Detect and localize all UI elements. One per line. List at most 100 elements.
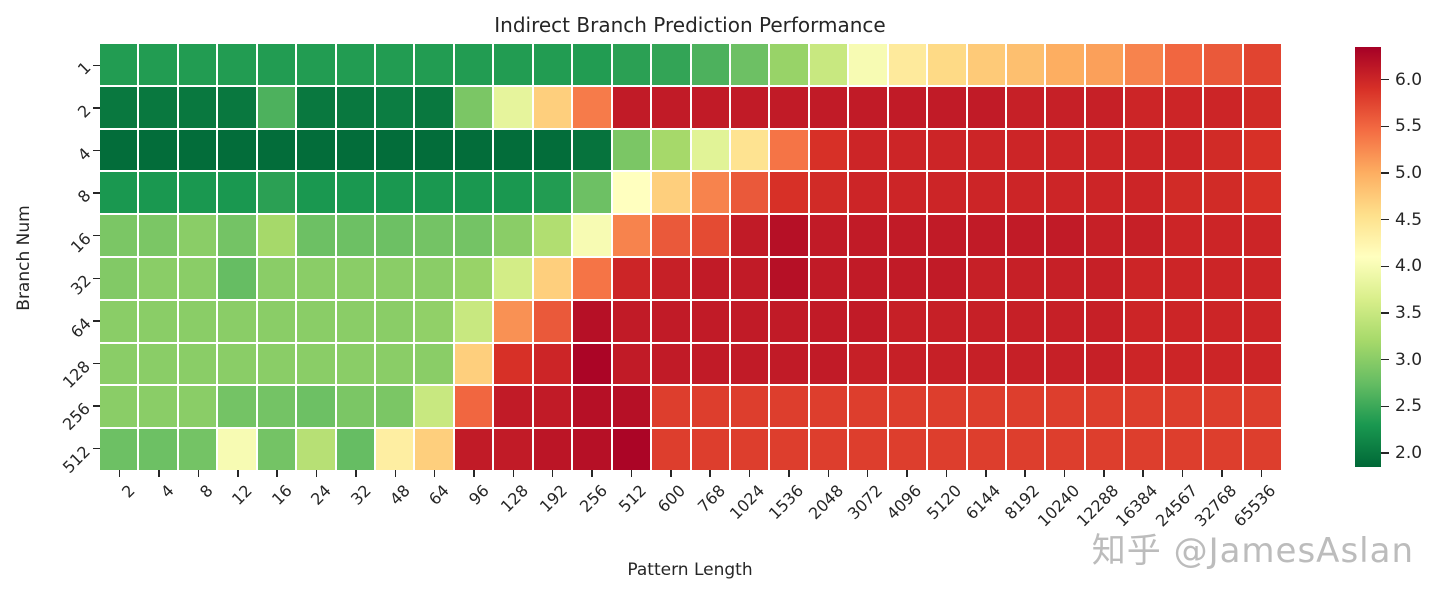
heatmap-cell — [218, 343, 256, 385]
heatmap-cell — [1243, 257, 1281, 299]
heatmap-cell — [454, 429, 493, 470]
x-tick-mark — [1260, 470, 1263, 477]
heatmap-cell — [1046, 343, 1084, 385]
heatmap-cell — [967, 257, 1005, 299]
heatmap-cell — [770, 172, 808, 214]
heatmap-cell — [1006, 300, 1045, 342]
heatmap-cell — [612, 257, 651, 299]
heatmap-cell — [809, 300, 848, 342]
heatmap-cell — [257, 429, 296, 470]
heatmap-cell — [297, 343, 335, 385]
heatmap-cell — [691, 86, 729, 128]
heatmap-cell — [1243, 129, 1281, 171]
heatmap-cell — [1085, 215, 1124, 256]
heatmap-cell — [573, 215, 611, 256]
heatmap-cell — [376, 215, 414, 256]
x-tick-label: 6144 — [961, 481, 1005, 524]
heatmap-cell — [100, 44, 138, 85]
heatmap-cell — [1006, 172, 1045, 214]
heatmap-cell — [100, 129, 138, 171]
y-tick-label: 32 — [66, 271, 95, 300]
colorbar-tick-mark — [1381, 78, 1389, 81]
x-tick-mark — [945, 470, 948, 477]
x-tick-mark — [670, 470, 672, 477]
heatmap-cell — [297, 257, 335, 299]
heatmap-cell — [691, 343, 729, 385]
heatmap-cell — [1006, 44, 1045, 85]
y-tick-mark — [93, 192, 100, 194]
heatmap-cell — [297, 386, 335, 428]
heatmap-cell — [849, 172, 887, 214]
y-tick-label: 8 — [73, 186, 95, 207]
heatmap-cell — [652, 172, 690, 214]
colorbar-tick-mark — [1381, 358, 1389, 361]
heatmap-cell — [573, 300, 611, 342]
heatmap-cell — [415, 343, 453, 385]
heatmap-cell — [415, 86, 453, 128]
heatmap-cell — [928, 300, 966, 342]
colorbar-tick-label: 4.5 — [1395, 209, 1423, 230]
heatmap-cell — [888, 300, 927, 342]
heatmap-cell — [691, 386, 729, 428]
heatmap-cell — [652, 343, 690, 385]
heatmap-cell — [218, 386, 256, 428]
heatmap-cell — [1125, 429, 1163, 470]
heatmap-cell — [770, 429, 808, 470]
heatmap-cell — [139, 386, 177, 428]
heatmap-cell — [652, 129, 690, 171]
x-tick-mark — [473, 470, 475, 477]
heatmap-cell — [139, 44, 177, 85]
heatmap-cell — [1125, 300, 1163, 342]
heatmap-cell — [888, 257, 927, 299]
heatmap-cell — [494, 215, 532, 256]
y-axis-title: Branch Num — [14, 205, 34, 311]
heatmap-cell — [257, 300, 296, 342]
heatmap-cell — [1204, 44, 1242, 85]
heatmap-cell — [612, 172, 651, 214]
heatmap-cell — [1046, 257, 1084, 299]
heatmap-cell — [849, 300, 887, 342]
heatmap-cell — [928, 86, 966, 128]
x-tick-label: 32 — [346, 481, 375, 509]
heatmap-cell — [809, 129, 848, 171]
heatmap-cell — [573, 343, 611, 385]
heatmap-cell — [494, 429, 532, 470]
heatmap-cell — [730, 429, 769, 470]
heatmap-cell — [376, 86, 414, 128]
heatmap-cell — [533, 386, 572, 428]
heatmap-cell — [376, 44, 414, 85]
heatmap-cell — [100, 172, 138, 214]
x-tick-label: 256 — [575, 481, 611, 517]
heatmap-cell — [1046, 386, 1084, 428]
heatmap-cell — [1243, 215, 1281, 256]
heatmap-cell — [770, 44, 808, 85]
heatmap-cell — [454, 257, 493, 299]
heatmap-cell — [1243, 429, 1281, 470]
heatmap-cell — [1085, 129, 1124, 171]
heatmap-cell — [139, 429, 177, 470]
heatmap-cell — [415, 172, 453, 214]
heatmap-cell — [297, 129, 335, 171]
heatmap-cell — [178, 172, 217, 214]
x-tick-mark — [1063, 470, 1066, 477]
heatmap-cell — [533, 215, 572, 256]
y-tick-label: 512 — [59, 441, 95, 477]
heatmap-cell — [336, 300, 375, 342]
y-tick-label: 4 — [73, 143, 95, 165]
colorbar — [1355, 47, 1381, 467]
y-tick-label: 16 — [66, 228, 95, 257]
heatmap-cell — [336, 257, 375, 299]
heatmap-cell — [454, 129, 493, 171]
heatmap-cell — [1046, 172, 1084, 214]
heatmap-cell — [1164, 86, 1203, 128]
heatmap-cell — [1006, 86, 1045, 128]
heatmap-cell — [178, 343, 217, 385]
x-tick-mark — [1181, 470, 1184, 477]
x-tick-label: 192 — [536, 481, 572, 517]
heatmap-cell — [770, 257, 808, 299]
heatmap-cell — [928, 172, 966, 214]
heatmap-cell — [533, 429, 572, 470]
heatmap-cell — [809, 44, 848, 85]
heatmap-cell — [1125, 172, 1163, 214]
x-tick-mark — [158, 470, 160, 477]
